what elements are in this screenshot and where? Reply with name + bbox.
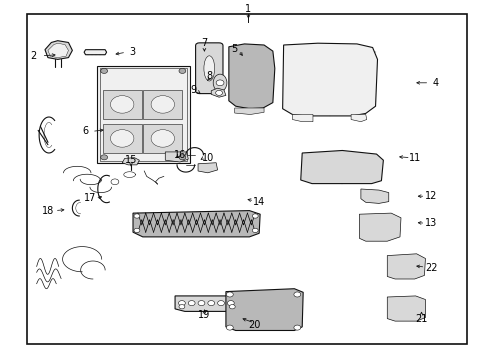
Text: 22: 22 — [424, 263, 437, 273]
Circle shape — [101, 155, 107, 160]
Circle shape — [111, 179, 119, 185]
Text: 3: 3 — [129, 47, 135, 57]
Circle shape — [252, 214, 258, 218]
PathPatch shape — [48, 43, 68, 58]
Text: 13: 13 — [424, 218, 437, 228]
Text: 15: 15 — [124, 155, 137, 165]
PathPatch shape — [102, 90, 142, 119]
Circle shape — [179, 155, 185, 160]
Ellipse shape — [151, 130, 174, 147]
Circle shape — [226, 325, 233, 330]
Circle shape — [179, 305, 184, 309]
Ellipse shape — [151, 96, 174, 113]
PathPatch shape — [225, 289, 303, 330]
PathPatch shape — [175, 296, 239, 311]
Circle shape — [188, 301, 195, 306]
Circle shape — [227, 301, 234, 306]
Text: 6: 6 — [82, 126, 88, 136]
Text: 7: 7 — [201, 38, 207, 48]
Text: 10: 10 — [201, 153, 214, 163]
PathPatch shape — [282, 43, 377, 116]
Text: 17: 17 — [84, 193, 97, 203]
Ellipse shape — [110, 130, 134, 147]
PathPatch shape — [360, 189, 388, 203]
Ellipse shape — [110, 96, 134, 113]
PathPatch shape — [350, 114, 366, 122]
Circle shape — [293, 325, 300, 330]
PathPatch shape — [386, 254, 425, 279]
Text: 11: 11 — [407, 153, 420, 163]
PathPatch shape — [122, 158, 139, 165]
PathPatch shape — [133, 211, 260, 237]
Text: 4: 4 — [431, 78, 437, 88]
Text: 2: 2 — [30, 51, 36, 61]
PathPatch shape — [292, 114, 312, 122]
Circle shape — [226, 292, 233, 297]
PathPatch shape — [359, 213, 400, 241]
PathPatch shape — [143, 124, 182, 153]
PathPatch shape — [228, 44, 274, 109]
Text: 19: 19 — [198, 310, 210, 320]
Circle shape — [198, 301, 204, 306]
Circle shape — [216, 80, 224, 86]
PathPatch shape — [234, 108, 264, 114]
Circle shape — [217, 301, 224, 306]
PathPatch shape — [45, 41, 72, 59]
Circle shape — [134, 228, 140, 233]
Text: 12: 12 — [424, 191, 437, 201]
Circle shape — [178, 301, 185, 306]
Bar — [27, 14, 466, 344]
Text: 21: 21 — [414, 314, 427, 324]
Circle shape — [293, 292, 300, 297]
PathPatch shape — [165, 152, 188, 162]
Circle shape — [252, 228, 258, 233]
Circle shape — [101, 68, 107, 73]
Ellipse shape — [203, 56, 214, 81]
Bar — [100, 68, 186, 161]
Text: 5: 5 — [231, 44, 237, 54]
Text: 20: 20 — [247, 320, 260, 330]
Text: 18: 18 — [41, 206, 54, 216]
Circle shape — [229, 305, 235, 309]
Circle shape — [215, 90, 222, 95]
Text: 1: 1 — [245, 4, 251, 14]
PathPatch shape — [143, 90, 182, 119]
PathPatch shape — [300, 150, 383, 184]
Text: 9: 9 — [190, 85, 196, 95]
FancyBboxPatch shape — [195, 43, 223, 94]
PathPatch shape — [386, 296, 425, 321]
Text: 8: 8 — [206, 71, 212, 81]
Circle shape — [134, 214, 140, 218]
PathPatch shape — [198, 163, 217, 173]
Circle shape — [179, 68, 185, 73]
Circle shape — [207, 301, 214, 306]
PathPatch shape — [102, 124, 142, 153]
Text: 14: 14 — [252, 197, 265, 207]
Text: 16: 16 — [173, 150, 186, 160]
PathPatch shape — [211, 88, 225, 97]
PathPatch shape — [97, 66, 189, 163]
Ellipse shape — [213, 74, 226, 91]
PathPatch shape — [84, 50, 106, 55]
